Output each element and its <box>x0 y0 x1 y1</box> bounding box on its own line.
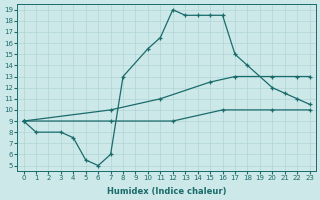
X-axis label: Humidex (Indice chaleur): Humidex (Indice chaleur) <box>107 187 226 196</box>
